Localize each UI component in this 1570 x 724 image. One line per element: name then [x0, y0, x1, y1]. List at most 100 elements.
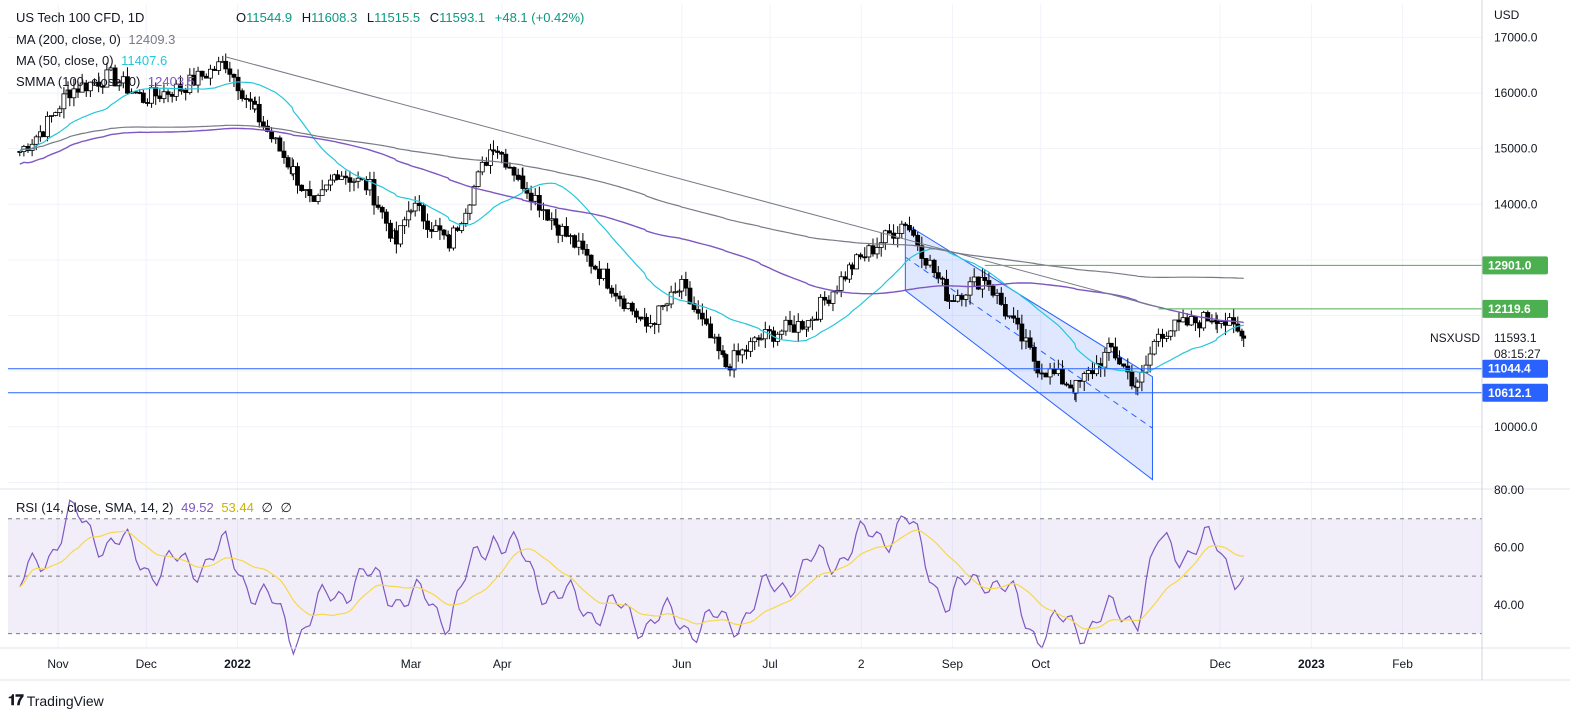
candle-body: [596, 268, 602, 279]
candle-body: [963, 294, 969, 300]
candle-body: [695, 309, 701, 314]
candle-body: [895, 232, 901, 239]
candle-body: [1015, 317, 1021, 325]
candle-body: [951, 300, 956, 302]
candle-body: [1151, 340, 1157, 355]
candle-body: [299, 184, 305, 191]
candle-body: [704, 318, 709, 325]
tradingview-footer[interactable]: 𝟏𝟕 TradingView: [8, 692, 104, 709]
candle-body: [959, 295, 965, 300]
candle-body: [285, 157, 291, 168]
candle-body: [648, 323, 653, 327]
candle-body: [235, 76, 241, 92]
candle-body: [412, 202, 418, 212]
candle-body: [1135, 381, 1141, 388]
candle-body: [528, 192, 534, 202]
smma100-label: SMMA (100, close, 0): [16, 74, 141, 89]
candle-body: [416, 202, 422, 207]
candle-body: [1108, 342, 1114, 348]
candle-body: [1023, 337, 1029, 342]
candle-body: [1205, 312, 1211, 322]
candle-body: [644, 316, 649, 327]
time-axis-label: Dec: [1209, 657, 1230, 671]
close-value: 11593.1: [439, 10, 486, 25]
ma200-legend[interactable]: MA (200, close, 0) 12409.3: [16, 32, 179, 47]
ma50-legend[interactable]: MA (50, close, 0) 11407.6: [16, 53, 171, 68]
candle-body: [379, 206, 385, 213]
candle-body: [660, 305, 666, 308]
candle-body: [902, 223, 908, 226]
rsi-legend[interactable]: RSI (14, close, SMA, 14, 2) 49.52 53.44 …: [16, 500, 296, 516]
time-axis-label: 2022: [224, 657, 251, 671]
candle-body: [195, 70, 201, 86]
candle-body: [1214, 320, 1220, 324]
candle-body: [116, 82, 122, 87]
candle-body: [625, 302, 631, 310]
candle-body: [75, 88, 81, 93]
candle-body: [1002, 304, 1008, 317]
candle-body: [479, 161, 485, 173]
candle-body: [303, 189, 309, 191]
candle-body: [1081, 373, 1087, 382]
candle-body: [752, 337, 758, 343]
candle-body: [787, 319, 793, 326]
rsi-pane: [8, 499, 1482, 656]
candle-body: [149, 87, 154, 104]
candle-body: [687, 287, 693, 305]
rsi-sma-value: 53.44: [221, 500, 254, 515]
rsi-value: 49.52: [181, 500, 214, 515]
candle-body: [940, 277, 945, 280]
price-tick-label: 14000.0: [1494, 197, 1538, 211]
candle-body: [576, 240, 582, 248]
candle-body: [161, 91, 167, 99]
tradingview-logo-icon: 𝟏𝟕: [8, 692, 24, 709]
candle-body: [108, 67, 114, 71]
candle-body: [553, 218, 559, 226]
candle-body: [491, 149, 496, 152]
smma100-legend[interactable]: SMMA (100, close, 0) 12403.5: [16, 74, 199, 89]
candle-body: [53, 112, 59, 116]
candle-body: [1060, 368, 1065, 385]
candle-body: [96, 81, 102, 87]
rsi-line: [19, 499, 1245, 656]
candle-body: [549, 218, 555, 221]
candle-body: [830, 291, 836, 304]
candle-body: [256, 103, 262, 123]
rsi-extra-1: ∅: [261, 500, 273, 515]
candle-body: [239, 90, 245, 99]
candle-body: [931, 259, 937, 274]
ma50-value: 11407.6: [121, 53, 168, 68]
candle-body: [203, 75, 209, 79]
candle-body: [49, 115, 54, 117]
candle-body: [1113, 346, 1118, 359]
candle-body: [199, 70, 205, 77]
candle-body: [511, 167, 517, 176]
rsi-extra-2: ∅: [280, 500, 292, 515]
candle-body: [874, 247, 880, 255]
candle-body: [1085, 370, 1091, 375]
candle-body: [858, 254, 864, 258]
candle-body: [613, 292, 619, 297]
time-axis-label: Dec: [136, 657, 157, 671]
candle-body: [621, 298, 627, 310]
candle-body: [842, 276, 848, 280]
candle-body: [451, 227, 456, 249]
candle-body: [998, 292, 1004, 305]
candles: [17, 53, 1247, 403]
time-axis-label: Jul: [762, 657, 777, 671]
candle-body: [1223, 321, 1228, 326]
candle-body: [541, 209, 546, 212]
candle-body: [1055, 368, 1061, 375]
axes: USD 17000.0 16000.0 15000.0 14000.0 10000.0 80…: [0, 0, 1570, 681]
candle-body: [269, 131, 275, 140]
candle-body: [762, 329, 768, 340]
candle-body: [638, 316, 643, 320]
candle-body: [343, 175, 349, 179]
candle-body: [273, 137, 279, 140]
candle-body: [1218, 321, 1224, 324]
ma200-line: [19, 124, 1244, 279]
candle-body: [499, 152, 505, 155]
candle-body: [609, 287, 615, 294]
candle-body: [592, 265, 598, 270]
